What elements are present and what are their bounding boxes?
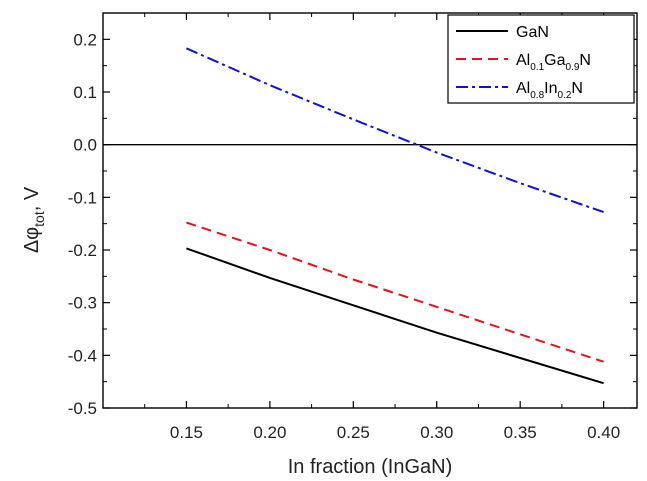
y-axis-title-suffix: , V	[21, 186, 43, 211]
y-tick-label: -0.1	[68, 188, 97, 207]
x-axis: 0.15 0.20 0.25 0.30 0.35 0.40	[102, 13, 620, 442]
y-tick-label: 0.2	[73, 30, 97, 49]
series-lines	[185, 47, 604, 385]
y-axis: -0.5 -0.4 -0.3 -0.2 -0.1 0.0 0.1 0.2	[68, 30, 637, 418]
x-tick-label: 0.15	[170, 423, 203, 442]
x-tick-label: 0.35	[504, 423, 537, 442]
x-tick-label: 0.25	[337, 423, 370, 442]
y-tick-label: -0.5	[68, 399, 97, 418]
legend-label-3: Al0.8In0.2N	[516, 80, 583, 101]
legend-label-2: Al0.1Ga0.9N	[516, 52, 591, 73]
y-axis-title-subscript: tot	[31, 211, 47, 227]
y-tick-label: 0.1	[73, 83, 97, 102]
y-tick-label: 0.0	[73, 136, 97, 155]
legend: GaN Al0.1Ga0.9N Al0.8In0.2N	[447, 14, 635, 104]
series-line-2	[186, 221, 604, 363]
y-tick-label: -0.4	[68, 346, 97, 365]
plot-border	[102, 12, 638, 409]
series-line-3	[185, 47, 604, 214]
x-tick-label: 0.40	[587, 423, 620, 442]
x-axis-title: In fraction (InGaN)	[288, 456, 453, 478]
legend-label-1: GaN	[516, 24, 549, 41]
y-tick-label: -0.3	[68, 294, 97, 313]
x-tick-label: 0.30	[420, 423, 453, 442]
y-axis-title-base: Δφ	[21, 227, 43, 253]
y-tick-label: -0.2	[68, 241, 97, 260]
x-tick-label: 0.20	[253, 423, 286, 442]
y-axis-title: Δφtot, V	[21, 186, 47, 253]
series-line-1	[186, 247, 604, 385]
plot-frame	[102, 12, 638, 409]
